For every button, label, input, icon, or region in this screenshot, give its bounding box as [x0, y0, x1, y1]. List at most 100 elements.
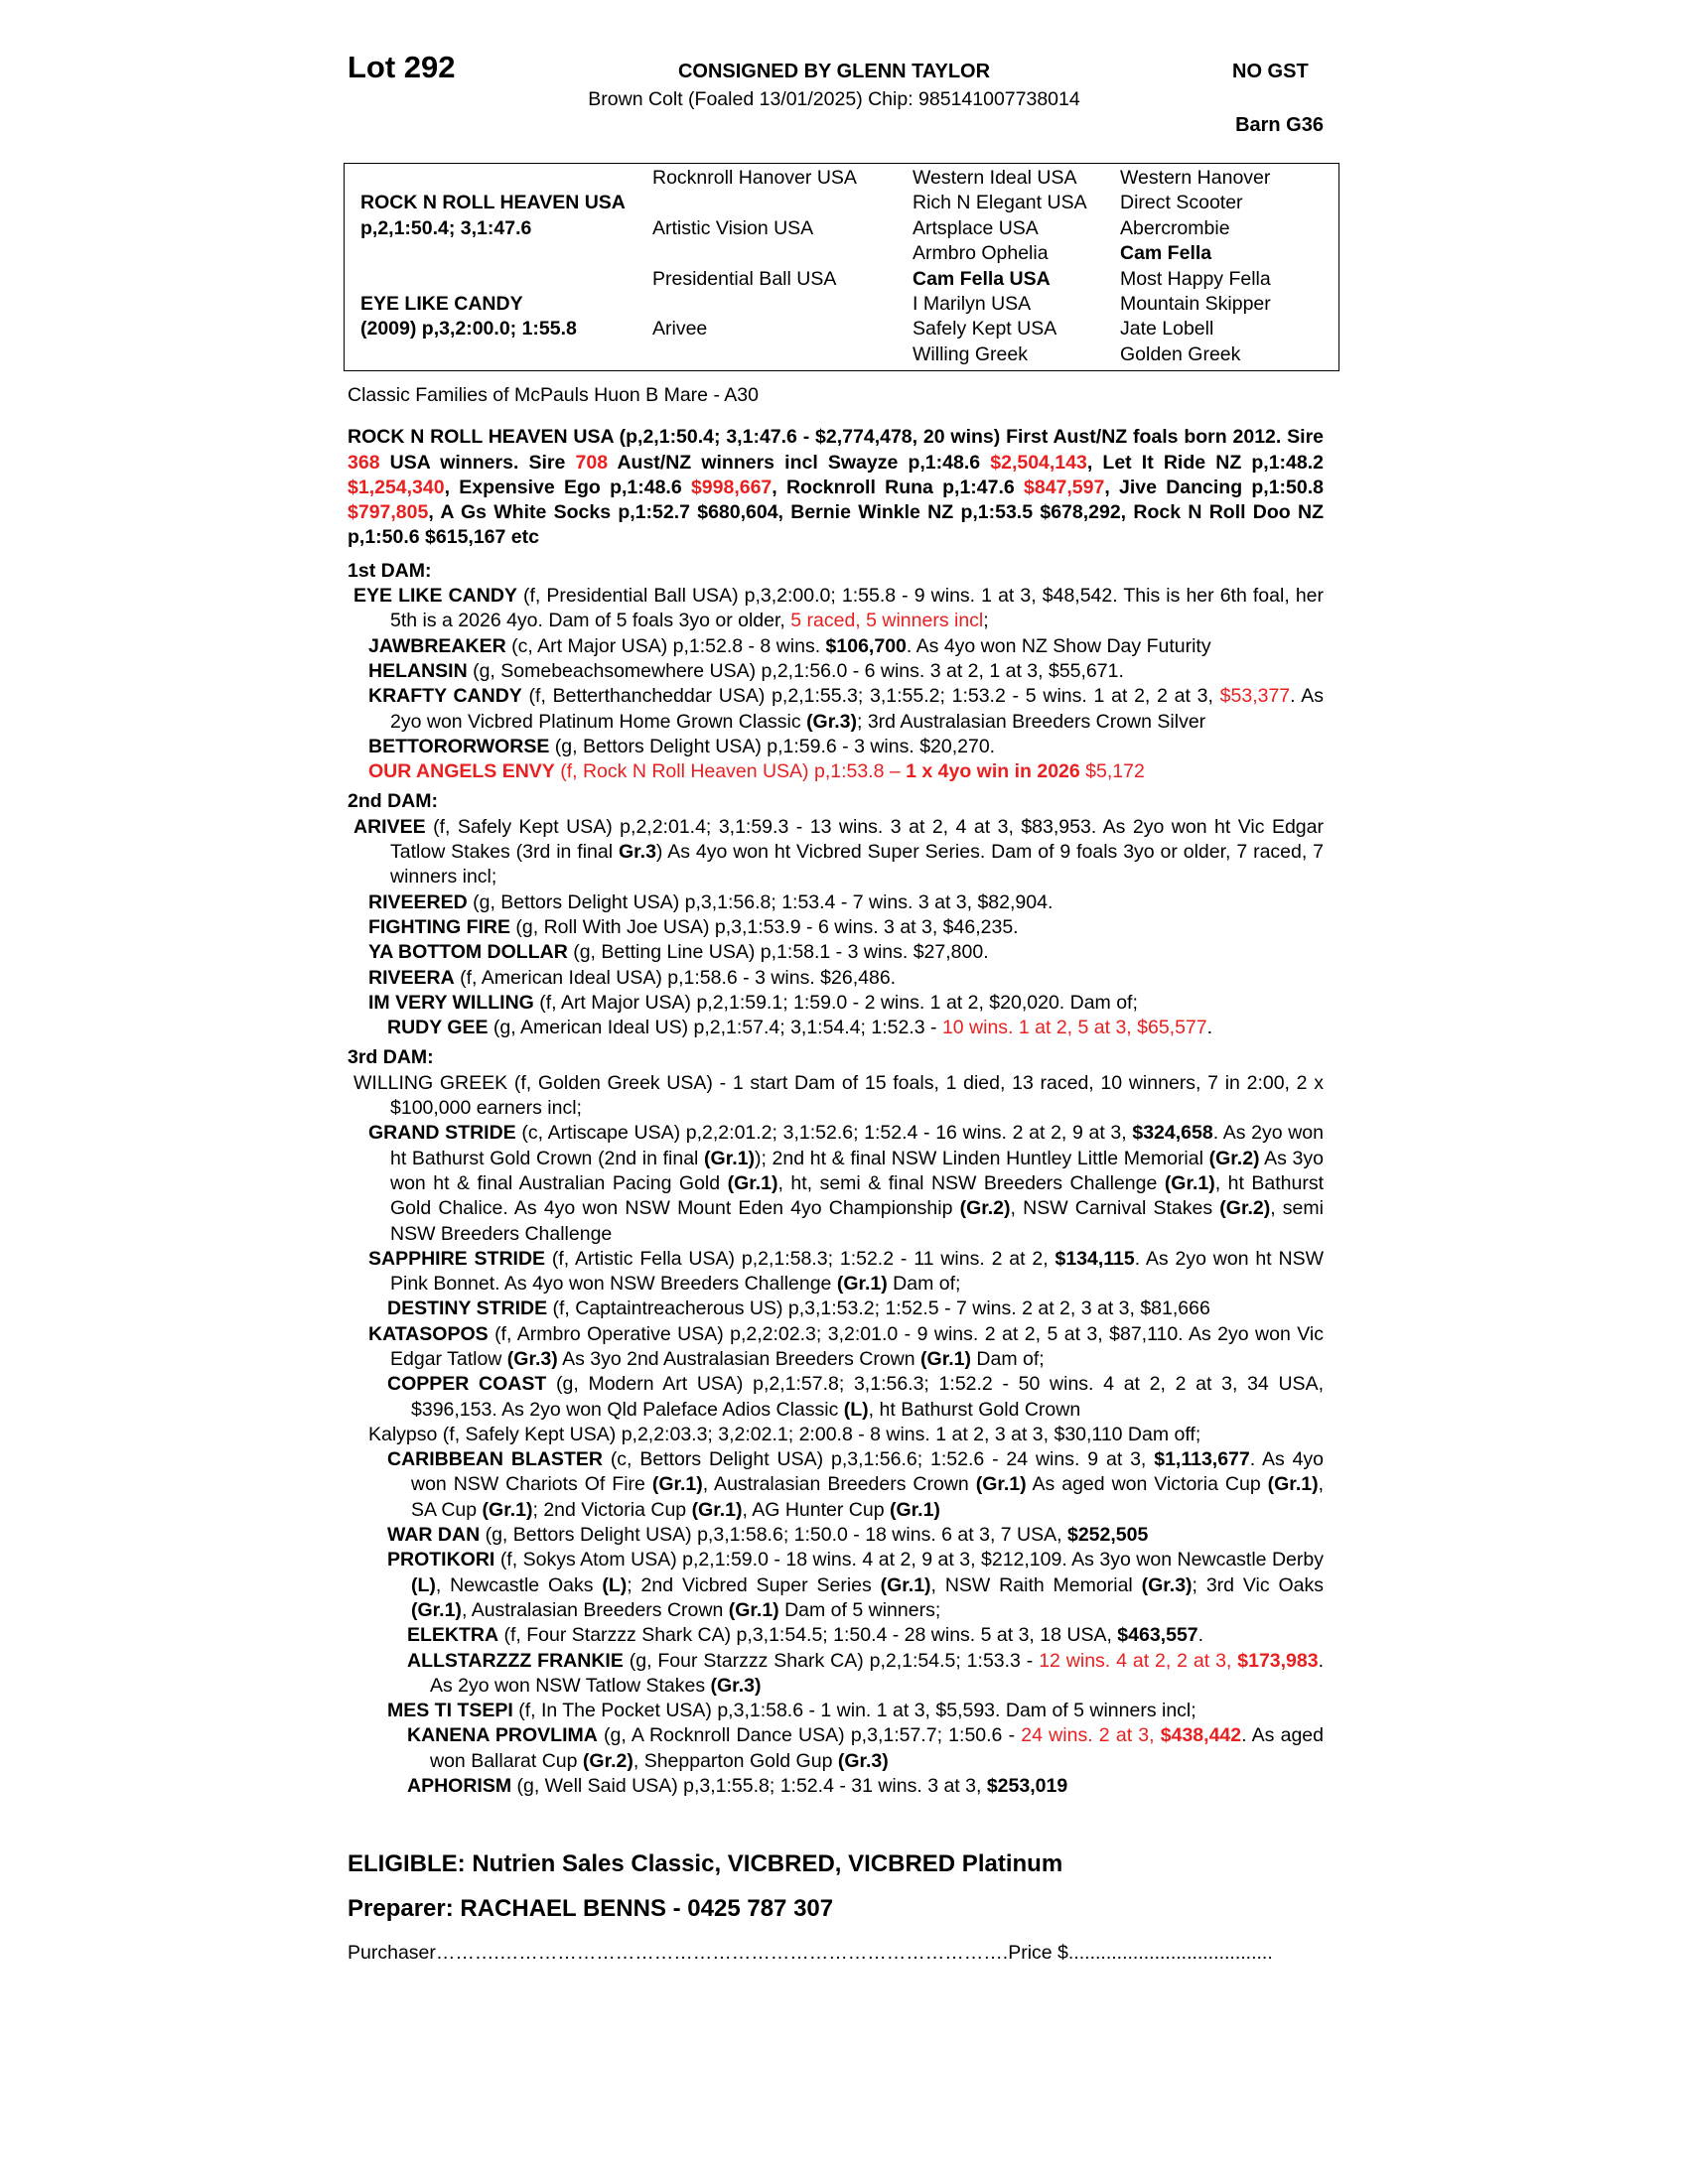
- text-run: (Gr.3): [506, 1347, 558, 1370]
- text-run: ROCK N ROLL HEAVEN USA (p,2,1:50.4; 3,1:…: [348, 426, 1324, 449]
- text-run: , Australasian Breeders Crown: [702, 1473, 976, 1496]
- text-run: (L): [411, 1573, 436, 1596]
- text-run: RIVEERA: [368, 966, 455, 989]
- ancestor: Artsplace USA: [913, 216, 1039, 239]
- text-run: HELANSIN: [368, 659, 468, 682]
- entry: RUDY GEE (g, American Ideal US) p,2,1:57…: [348, 1016, 1324, 1040]
- text-run: $253,019: [986, 1775, 1068, 1798]
- text-run: ; 3rd Australasian Breeders Crown Silver: [857, 710, 1206, 733]
- text-run: GRAND STRIDE: [368, 1122, 516, 1145]
- text-run: APHORISM: [407, 1775, 512, 1798]
- ancestor: Most Happy Fella: [1120, 267, 1271, 290]
- ancestor: Western Ideal USA: [913, 167, 1077, 189]
- text-run: (c, Bettors Delight USA) p,3,1:56.6; 1:5…: [602, 1448, 1155, 1471]
- text-run: Aust/NZ winners incl Swayze p,1:48.6: [608, 451, 991, 474]
- text-run: . As 4yo won NSW Chariots Of Fire: [411, 1448, 1325, 1496]
- entry: DESTINY STRIDE (f, Captaintreacherous US…: [348, 1297, 1324, 1321]
- text-run: EYE LIKE CANDY: [353, 585, 517, 608]
- text-run: (f, Armbro Operative USA) p,2,2:02.3; 3,…: [390, 1322, 1324, 1370]
- text-run: DESTINY STRIDE: [387, 1297, 548, 1320]
- text-run: (L): [843, 1398, 869, 1421]
- text-run: (g, Modern Art USA) p,2,1:57.8; 3,1:56.3…: [411, 1373, 1324, 1421]
- text-run: (Gr.1): [727, 1171, 778, 1194]
- text-run: (Gr.3): [1141, 1573, 1193, 1596]
- ancestor: Cam Fella USA: [913, 267, 1051, 290]
- section-heading: 2nd DAM:: [348, 790, 438, 813]
- text-run: KATASOPOS: [368, 1322, 489, 1345]
- text-run: (Gr.1): [728, 1598, 779, 1621]
- text-run: ) As 4yo won ht Vicbred Super Series. Da…: [390, 841, 1325, 888]
- entry: KATASOPOS (f, Armbro Operative USA) p,2,…: [348, 1322, 1324, 1373]
- text-run: (f, Presidential Ball USA) p,3,2:00.0; 1…: [390, 585, 1325, 632]
- dam-section: 3rd DAM: WILLING GREEK (f, Golden Greek U…: [348, 1045, 1324, 1799]
- dam-section: 1st DAM: EYE LIKE CANDY (f, Presidential …: [348, 559, 1324, 785]
- text-run: . As aged won Ballarat Cup: [430, 1724, 1324, 1772]
- text-run: (g, Well Said USA) p,3,1:55.8; 1:52.4 - …: [511, 1775, 987, 1798]
- text-run: (f, Artistic Fella USA) p,2,1:58.3; 1:52…: [545, 1247, 1055, 1270]
- text-run: KRAFTY CANDY: [368, 685, 522, 708]
- dam-name: EYE LIKE CANDY: [360, 293, 523, 315]
- preparer: Preparer: RACHAEL BENNS - 0425 787 307: [348, 1895, 834, 1922]
- gst: NO GST: [1232, 61, 1309, 82]
- grandparent: Arivee: [652, 318, 708, 341]
- text-run: $324,658: [1132, 1122, 1213, 1145]
- text-run: .: [1197, 1624, 1204, 1647]
- text-run: $173,983: [1237, 1649, 1319, 1672]
- entry: CARIBBEAN BLASTER (c, Bettors Delight US…: [348, 1447, 1324, 1523]
- text-run: 24 wins. 2 at 3,: [1021, 1724, 1161, 1747]
- entry: GRAND STRIDE (c, Artiscape USA) p,2,2:01…: [348, 1121, 1324, 1246]
- text-run: OUR ANGELS ENVY: [368, 760, 555, 783]
- ancestor: Cam Fella: [1120, 242, 1212, 265]
- entry: PROTIKORI (f, Sokys Atom USA) p,2,1:59.0…: [348, 1548, 1324, 1623]
- text-run: (c, Art Major USA) p,1:52.8 - 8 wins.: [505, 634, 826, 657]
- text-run: RIVEERED: [368, 890, 468, 913]
- ancestor: Rich N Elegant USA: [913, 192, 1087, 214]
- text-run: 12 wins. 4 at 2, 2 at 3,: [1039, 1649, 1238, 1672]
- text-run: , Jive Dancing p,1:50.8: [1104, 476, 1325, 498]
- text-run: (Gr.1): [836, 1273, 888, 1296]
- text-run: (g, Betting Line USA) p,1:58.1 - 3 wins.…: [567, 941, 989, 964]
- text-run: (Gr.1): [651, 1473, 703, 1496]
- text-run: Kalypso (f, Safely Kept USA) p,2,2:03.3;…: [368, 1423, 1201, 1445]
- text-run: $463,557: [1117, 1624, 1198, 1647]
- text-run: As 3yo won ht & final Australian Pacing …: [390, 1147, 1324, 1194]
- ancestor: Willing Greek: [913, 342, 1028, 365]
- ancestor: Safely Kept USA: [913, 318, 1057, 341]
- text-run: PROTIKORI: [387, 1549, 495, 1571]
- text-run: COPPER COAST: [387, 1373, 547, 1396]
- text-run: As aged won Victoria Cup: [1026, 1473, 1268, 1496]
- text-run: , Australasian Breeders Crown: [461, 1598, 729, 1621]
- text-run: $5,172: [1079, 760, 1145, 783]
- text-run: ARIVEE: [353, 815, 426, 838]
- text-run: (Gr.3): [710, 1674, 762, 1697]
- text-run: WILLING GREEK (f, Golden Greek USA) - 1 …: [353, 1071, 1324, 1120]
- text-run: YA BOTTOM DOLLAR: [368, 941, 568, 964]
- text-run: $847,597: [1024, 476, 1105, 498]
- entry: ELEKTRA (f, Four Starzzz Shark CA) p,3,1…: [348, 1623, 1324, 1648]
- text-run: (Gr.1): [1267, 1473, 1319, 1496]
- text-run: $134,115: [1055, 1247, 1135, 1270]
- lot: Lot 292: [348, 50, 456, 84]
- text-run: ; 2nd Vicbred Super Series: [627, 1573, 881, 1596]
- text-run: KANENA PROVLIMA: [407, 1724, 598, 1747]
- text-run: SAPPHIRE STRIDE: [368, 1247, 546, 1270]
- text-run: ; 2nd Victoria Cup: [532, 1498, 692, 1521]
- barn: Barn G36: [1235, 114, 1324, 136]
- eligible: ELIGIBLE: Nutrien Sales Classic, VICBRED…: [348, 1850, 1063, 1877]
- text-run: (g, Bettors Delight USA) p,3,1:56.8; 1:5…: [467, 890, 1054, 913]
- text-run: , AG Hunter Cup: [742, 1498, 890, 1521]
- text-run: (L): [602, 1573, 628, 1596]
- text-run: $2,504,143: [990, 451, 1087, 474]
- description: Brown Colt (Foaled 13/01/2025) Chip: 985…: [588, 88, 1080, 110]
- text-run: (f, Betterthancheddar USA) p,2,1:55.3; 3…: [521, 685, 1220, 708]
- entry: Kalypso (f, Safely Kept USA) p,2,2:03.3;…: [348, 1423, 1324, 1447]
- text-run: FIGHTING FIRE: [368, 915, 510, 938]
- text-run: (Gr.3): [806, 710, 857, 733]
- text-run: . As 2yo won ht NSW Pink Bonnet. As 4yo …: [390, 1247, 1324, 1296]
- text-run: , semi NSW Breeders Challenge: [390, 1197, 1324, 1245]
- text-run: (c, Artiscape USA) p,2,2:01.2; 3,1:52.6;…: [515, 1122, 1133, 1145]
- text-run: . As 4yo won NZ Show Day Futurity: [906, 634, 1211, 657]
- entry: ARIVEE (f, Safely Kept USA) p,2,2:01.4; …: [348, 815, 1324, 890]
- entry: KANENA PROVLIMA (g, A Rocknroll Dance US…: [348, 1723, 1324, 1774]
